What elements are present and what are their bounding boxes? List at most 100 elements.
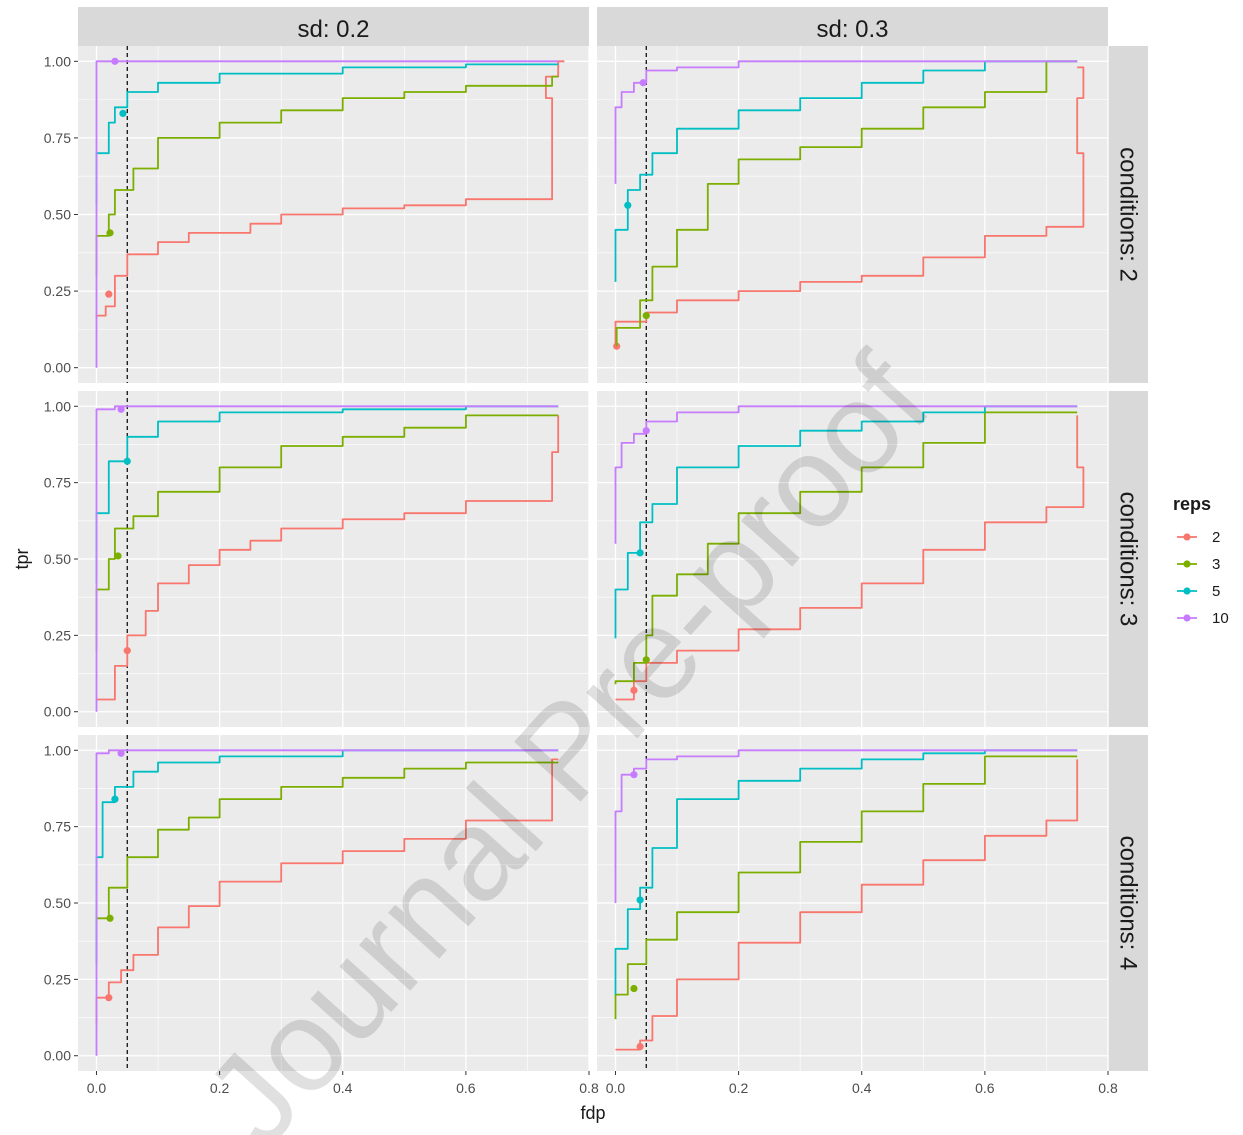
y-tick-label: 1.00 bbox=[44, 742, 71, 758]
col-strip-1 bbox=[597, 7, 1108, 46]
x-tick-label: 0.6 bbox=[975, 1080, 995, 1096]
series-line-reps-3 bbox=[95, 761, 559, 965]
y-tick-label: 0.00 bbox=[44, 1048, 71, 1064]
y-tick-label: 0.75 bbox=[44, 130, 71, 146]
row-strip-0 bbox=[1108, 46, 1148, 383]
x-tick-label: 0.8 bbox=[579, 1080, 599, 1096]
series-line-reps-3 bbox=[95, 75, 559, 276]
y-axis-title: tpr bbox=[12, 548, 32, 569]
series-point-reps-5 bbox=[624, 201, 632, 209]
series-point-reps-2 bbox=[105, 290, 113, 298]
col-strip-label-1: sd: 0.3 bbox=[816, 16, 888, 43]
series-point-reps-10 bbox=[111, 57, 119, 65]
legend-label-reps-10: 10 bbox=[1212, 610, 1229, 627]
col-strip-label-0: sd: 0.2 bbox=[297, 16, 369, 43]
y-tick-label: 0.75 bbox=[44, 475, 71, 491]
panel-0-0: 0.00 0.25 0.50 0.75 1.00 bbox=[44, 46, 590, 383]
row-strip-2 bbox=[1108, 735, 1148, 1071]
legend-label-reps-3: 3 bbox=[1212, 556, 1220, 573]
series-line-reps-5 bbox=[95, 749, 559, 965]
y-tick-label: 0.75 bbox=[44, 819, 71, 835]
x-tick-label: 0.8 bbox=[1098, 1080, 1118, 1096]
x-tick-label: 0.2 bbox=[729, 1080, 749, 1096]
series-point-reps-10 bbox=[642, 427, 650, 435]
series-point-reps-5 bbox=[636, 549, 644, 557]
series-line-reps-5 bbox=[614, 405, 1078, 639]
y-tick-label: 1.00 bbox=[44, 53, 71, 69]
series-point-reps-5 bbox=[111, 795, 119, 803]
series-line-reps-3 bbox=[615, 60, 1078, 347]
legend-title: reps bbox=[1173, 494, 1211, 514]
series-line-reps-10 bbox=[95, 60, 559, 368]
row-strip-label-1: conditions: 3 bbox=[1115, 492, 1142, 627]
y-tick-label: 0.25 bbox=[44, 283, 71, 299]
x-tick-label: 0.4 bbox=[333, 1080, 353, 1096]
x-tick-label: 0.0 bbox=[606, 1080, 626, 1096]
panel-2-0: 0.00 0.25 0.50 0.75 1.00 0.0 0.2 0.4 0.6 0.8 bbox=[44, 735, 599, 1096]
series-line-reps-2 bbox=[614, 66, 1085, 347]
series-line-reps-3 bbox=[95, 414, 559, 651]
panel-1-0: 0.00 0.25 0.50 0.75 1.00 bbox=[44, 391, 590, 727]
x-tick-label: 0.2 bbox=[210, 1080, 230, 1096]
series-point-reps-10 bbox=[117, 749, 125, 757]
series-point-reps-3 bbox=[630, 984, 638, 993]
x-tick-label: 0.4 bbox=[852, 1080, 872, 1096]
legend-key-point-reps-2 bbox=[1183, 533, 1191, 541]
series-line-reps-10 bbox=[95, 749, 559, 1056]
series-point-reps-3 bbox=[114, 552, 122, 560]
series-point-reps-5 bbox=[123, 457, 131, 465]
col-strip-0 bbox=[78, 7, 589, 46]
series-line-reps-10 bbox=[614, 749, 1078, 903]
panel-1-1 bbox=[597, 391, 1109, 727]
series-point-reps-2 bbox=[630, 686, 638, 694]
series-point-reps-2 bbox=[613, 342, 621, 350]
y-tick-label: 0.00 bbox=[44, 360, 71, 376]
series-point-reps-10 bbox=[630, 771, 638, 779]
series-point-reps-2 bbox=[123, 647, 131, 655]
legend-label-reps-2: 2 bbox=[1212, 529, 1220, 546]
series-point-reps-5 bbox=[119, 109, 127, 117]
legend-label-reps-5: 5 bbox=[1212, 583, 1220, 600]
panel-2-1: 0.0 0.2 0.4 0.6 0.8 bbox=[597, 735, 1118, 1096]
x-tick-label: 0.0 bbox=[87, 1080, 107, 1096]
series-line-reps-5 bbox=[614, 60, 1078, 282]
series-point-reps-5 bbox=[636, 896, 644, 904]
y-tick-label: 1.00 bbox=[44, 398, 71, 414]
y-tick-label: 0.25 bbox=[44, 627, 71, 643]
row-strip-label-2: conditions: 4 bbox=[1115, 836, 1142, 971]
x-tick-label: 0.6 bbox=[456, 1080, 476, 1096]
legend-key-point-reps-10 bbox=[1183, 614, 1191, 622]
y-tick-label: 0.25 bbox=[44, 971, 71, 987]
series-point-reps-3 bbox=[642, 312, 650, 320]
y-tick-label: 0.50 bbox=[44, 207, 71, 223]
series-line-reps-10 bbox=[95, 405, 559, 712]
y-tick-label: 0.50 bbox=[44, 551, 71, 567]
row-strip-label-0: conditions: 2 bbox=[1115, 147, 1142, 282]
series-line-reps-3 bbox=[614, 411, 1078, 685]
series-point-reps-3 bbox=[106, 914, 114, 922]
panel-0-1 bbox=[597, 46, 1109, 383]
series-point-reps-2 bbox=[636, 1042, 644, 1051]
series-line-reps-2 bbox=[615, 415, 1085, 701]
series-line-reps-5 bbox=[614, 749, 1078, 995]
series-line-reps-2 bbox=[95, 60, 565, 319]
series-point-reps-10 bbox=[117, 405, 125, 413]
series-point-reps-3 bbox=[106, 229, 114, 237]
series-line-reps-5 bbox=[95, 63, 559, 206]
x-axis-title: fdp bbox=[580, 1103, 605, 1123]
legend-key-point-reps-5 bbox=[1183, 587, 1191, 595]
series-line-reps-2 bbox=[615, 759, 1079, 1051]
series-line-reps-5 bbox=[95, 405, 559, 584]
series-line-reps-2 bbox=[95, 758, 559, 1026]
series-point-reps-2 bbox=[105, 994, 113, 1002]
series-point-reps-10 bbox=[639, 79, 647, 87]
y-tick-label: 0.50 bbox=[44, 895, 71, 911]
row-strip-1 bbox=[1108, 391, 1148, 727]
series-line-reps-10 bbox=[614, 60, 1078, 184]
y-tick-label: 0.00 bbox=[44, 704, 71, 720]
series-line-reps-3 bbox=[614, 755, 1078, 1020]
series-point-reps-3 bbox=[642, 656, 650, 664]
legend-key-point-reps-3 bbox=[1183, 560, 1191, 568]
